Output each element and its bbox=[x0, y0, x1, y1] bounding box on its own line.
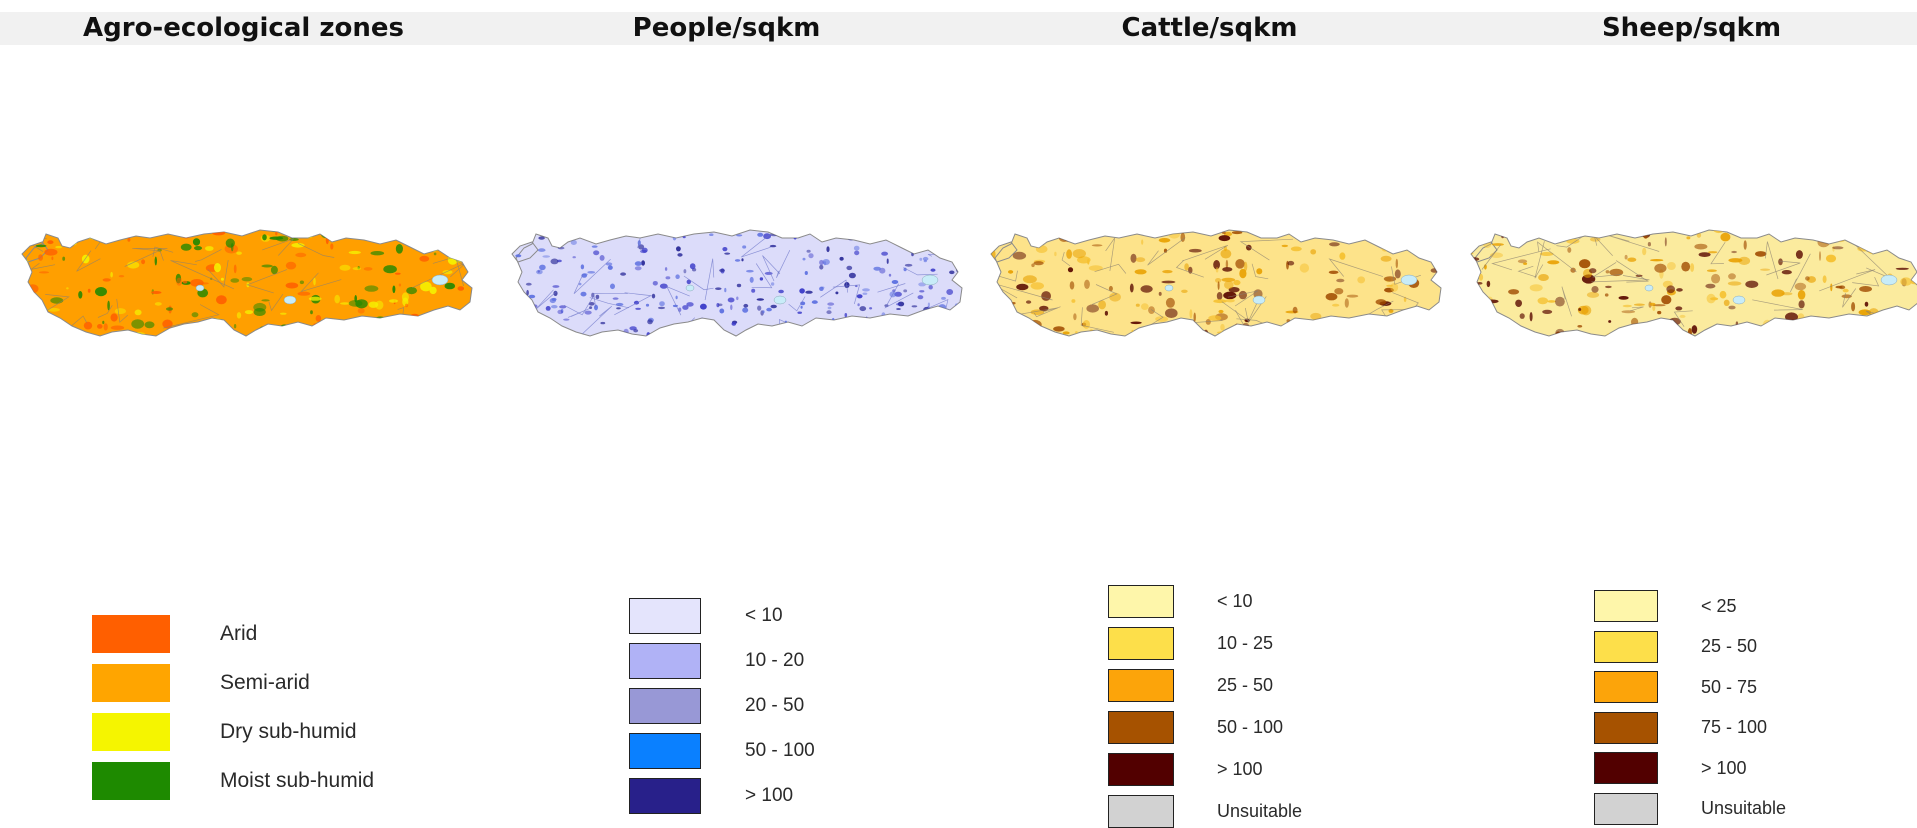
legend-label: Unsuitable bbox=[1217, 801, 1303, 822]
legend-label: 75 - 100 bbox=[1701, 717, 1768, 738]
legend-label: Arid bbox=[220, 621, 258, 645]
legend-label: > 100 bbox=[745, 785, 794, 807]
legend-label: 25 - 50 bbox=[1217, 675, 1274, 696]
map-agro-ecological-zones bbox=[21, 229, 473, 337]
legend-swatch bbox=[1108, 585, 1174, 618]
legend-item: 10 - 25 bbox=[1108, 627, 1428, 660]
legend-swatch bbox=[1108, 795, 1174, 828]
legend-label: < 10 bbox=[1217, 591, 1253, 612]
legend-label: < 25 bbox=[1701, 595, 1737, 616]
legend-swatch bbox=[1594, 590, 1658, 622]
legend-swatch bbox=[629, 598, 701, 634]
legend-label: Dry sub-humid bbox=[220, 719, 357, 743]
legend-label: > 100 bbox=[1701, 757, 1747, 778]
legend-item: 50 - 75 bbox=[1594, 671, 1914, 703]
legend-swatch bbox=[1594, 792, 1658, 825]
legend-agro-ecological-zones: Arid Semi-arid Dry sub-humid Moist sub-humi… bbox=[92, 615, 432, 815]
legend-item: > 100 bbox=[1594, 752, 1914, 784]
legend-item: 25 - 50 bbox=[1108, 669, 1428, 702]
legend-swatch bbox=[629, 733, 701, 769]
title-cattle-density: Cattle/sqkm bbox=[1121, 13, 1298, 43]
legend-label: 50 - 100 bbox=[745, 740, 815, 762]
legend-label: 50 - 75 bbox=[1701, 676, 1758, 697]
legend-swatch bbox=[1108, 711, 1174, 744]
legend-item: Unsuitable bbox=[1108, 795, 1428, 828]
legend-swatch bbox=[629, 643, 701, 679]
legend-swatch bbox=[629, 778, 701, 814]
legend-item: > 100 bbox=[1108, 753, 1428, 786]
map-sheep-density bbox=[1470, 229, 1917, 337]
title-agro-ecological-zones: Agro-ecological zones bbox=[83, 13, 404, 43]
map-cattle-density bbox=[990, 229, 1442, 337]
legend-swatch bbox=[1108, 669, 1174, 702]
legend-swatch bbox=[92, 615, 170, 653]
legend-item: 25 - 50 bbox=[1594, 630, 1914, 663]
title-people-density: People/sqkm bbox=[632, 13, 821, 43]
legend-item: > 100 bbox=[629, 778, 949, 814]
title-sheep-density: Sheep/sqkm bbox=[1601, 13, 1782, 43]
legend-label: 50 - 100 bbox=[1217, 717, 1284, 738]
legend-item: 50 - 100 bbox=[629, 733, 949, 769]
legend-people-density: < 10 10 - 20 20 - 50 50 - 100 > 100 bbox=[629, 598, 869, 818]
legend-label: Unsuitable bbox=[1701, 798, 1787, 819]
legend-item: < 25 bbox=[1594, 590, 1914, 622]
legend-item: Unsuitable bbox=[1594, 792, 1914, 825]
legend-swatch bbox=[1594, 671, 1658, 703]
legend-swatch bbox=[1108, 753, 1174, 786]
legend-item: 50 - 100 bbox=[1108, 711, 1428, 744]
legend-item: Moist sub-humid bbox=[92, 762, 412, 800]
legend-item: 75 - 100 bbox=[1594, 711, 1914, 744]
legend-swatch bbox=[629, 688, 701, 724]
legend-cattle-density: < 10 10 - 25 25 - 50 50 - 100 > 100 Unsuitabl… bbox=[1108, 585, 1348, 828]
legend-swatch bbox=[1594, 752, 1658, 784]
legend-label: 10 - 20 bbox=[745, 650, 805, 672]
legend-label: 10 - 25 bbox=[1217, 633, 1274, 654]
legend-item: Semi-arid bbox=[92, 664, 412, 702]
country-outline bbox=[21, 229, 473, 337]
legend-label: Semi-arid bbox=[220, 670, 310, 694]
map-people-density bbox=[511, 229, 963, 337]
legend-item: < 10 bbox=[629, 598, 949, 634]
legend-swatch bbox=[92, 664, 170, 702]
country-outline bbox=[990, 229, 1442, 337]
title-band bbox=[0, 12, 1917, 45]
legend-label: < 10 bbox=[745, 605, 783, 627]
legend-label: Moist sub-humid bbox=[220, 768, 375, 792]
legend-item: Arid bbox=[92, 615, 412, 653]
legend-sheep-density: < 25 25 - 50 50 - 75 75 - 100 > 100 Unsuitabl… bbox=[1594, 590, 1834, 825]
legend-swatch bbox=[1594, 630, 1658, 663]
legend-item: < 10 bbox=[1108, 585, 1428, 618]
legend-item: Dry sub-humid bbox=[92, 713, 412, 751]
legend-label: > 100 bbox=[1217, 759, 1263, 780]
legend-item: 10 - 20 bbox=[629, 643, 949, 679]
legend-swatch bbox=[92, 762, 170, 800]
legend-swatch bbox=[1108, 627, 1174, 660]
legend-label: 25 - 50 bbox=[1701, 636, 1758, 657]
legend-swatch bbox=[1594, 711, 1658, 744]
legend-item: 20 - 50 bbox=[629, 688, 949, 724]
legend-swatch bbox=[92, 713, 170, 751]
legend-label: 20 - 50 bbox=[745, 695, 805, 717]
